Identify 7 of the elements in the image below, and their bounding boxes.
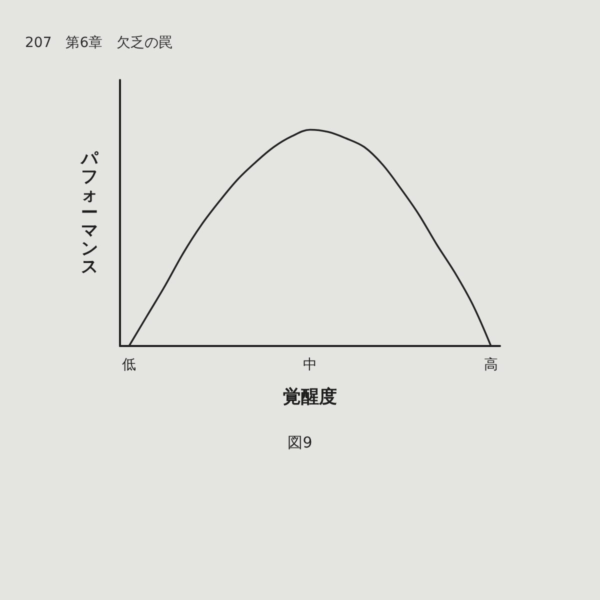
text: 207 第6章 欠乏の罠 — [25, 35, 173, 51]
y-axis-title: パフォーマンス — [80, 149, 99, 277]
x-axis-title: 覚醒度 — [283, 386, 337, 408]
x-tick-label: 低 — [122, 357, 136, 373]
x-tick-label: 中 — [303, 357, 317, 373]
x-tick-label: 高 — [484, 357, 498, 373]
text: 図9 — [288, 434, 312, 452]
